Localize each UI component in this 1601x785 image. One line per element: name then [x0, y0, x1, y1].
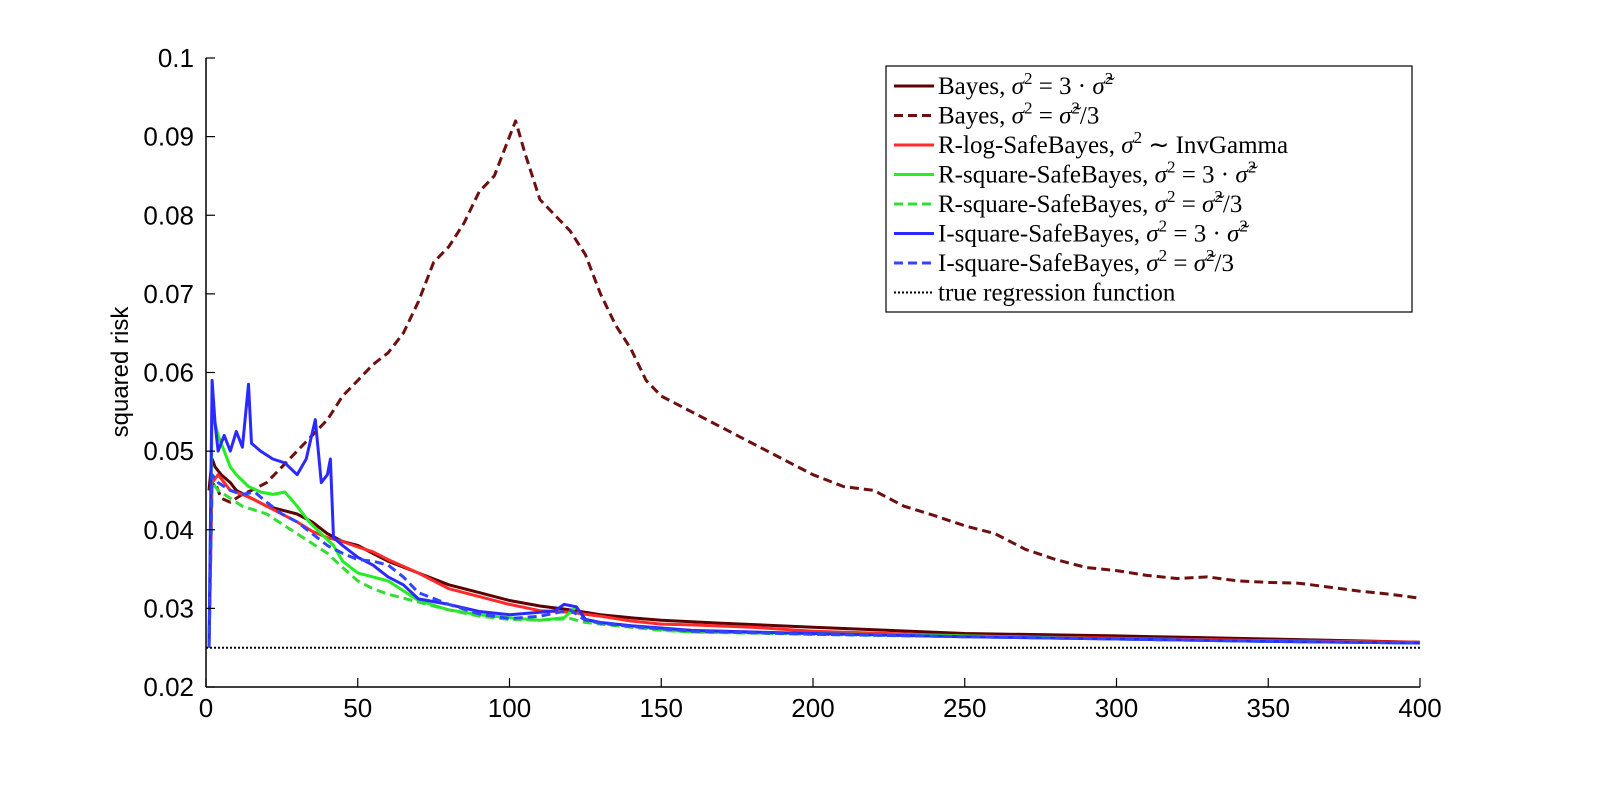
x-tick-label: 50: [343, 693, 372, 723]
y-tick-label: 0.1: [158, 43, 194, 73]
y-tick-label: 0.05: [143, 436, 194, 466]
legend-entry-7: I-square-SafeBayes, σ2 = σ̃2/3: [938, 246, 1234, 277]
series-line-7: [207, 473, 1421, 648]
legend-entry-4: R-square-SafeBayes, σ2 = 3 · σ̃2: [938, 158, 1258, 189]
series-line-3: [207, 473, 1421, 648]
x-tick-label: 100: [488, 693, 531, 723]
series-line-5: [207, 481, 1421, 648]
x-tick-label: 0: [199, 693, 213, 723]
legend-entry-3: R-log-SafeBayes, σ2 ∼ InvGamma: [938, 128, 1288, 159]
axes-layer: 0 50 100 150 200 250 300 350 400 0.02 0.03 0.04 0.05…: [143, 43, 1441, 723]
legend-entry-8: true regression function: [938, 280, 1176, 307]
y-tick-label: 0.02: [143, 672, 194, 702]
series-layer: [206, 119, 1421, 649]
x-tick-label: 400: [1398, 693, 1441, 723]
y-axis-label: squared risk: [107, 306, 134, 438]
y-tick-label: 0.08: [143, 200, 194, 230]
x-tick-label: 350: [1247, 693, 1290, 723]
series-line-2: [207, 119, 1421, 600]
y-tick-label: 0.03: [143, 593, 194, 623]
x-tick-label: 250: [943, 693, 986, 723]
legend-entry-6: I-square-SafeBayes, σ2 = 3 · σ̃2: [938, 217, 1249, 248]
legend-entry-2: Bayes, σ2 = σ̃2/3: [938, 99, 1099, 130]
legend-entry-5: R-square-SafeBayes, σ2 = σ̃2/3: [938, 187, 1242, 218]
x-tick-label: 300: [1095, 693, 1138, 723]
x-tick-label: 150: [640, 693, 683, 723]
series-line-6: [207, 378, 1421, 648]
y-tick-label: 0.09: [143, 122, 194, 152]
y-tick-label: 0.07: [143, 279, 194, 309]
y-tick-label: 0.04: [143, 515, 194, 545]
y-tick-label: 0.06: [143, 358, 194, 388]
x-tick-label: 200: [791, 693, 834, 723]
legend-box: [885, 65, 1413, 313]
